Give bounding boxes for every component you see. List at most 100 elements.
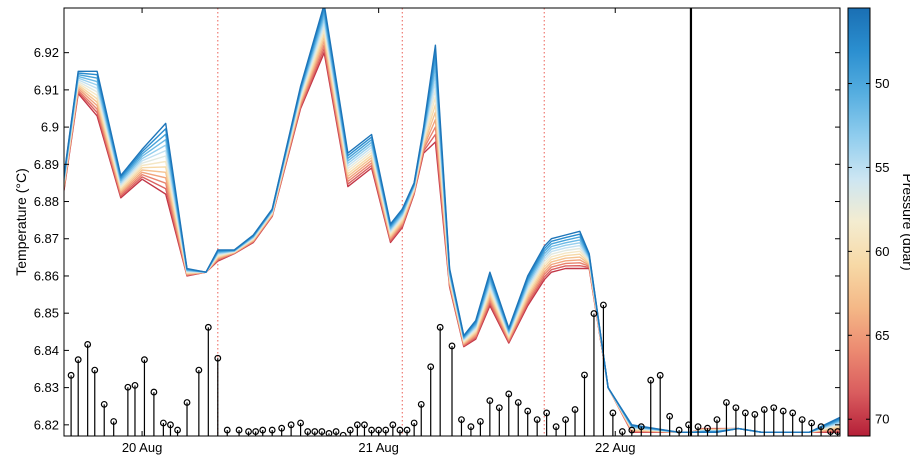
y-tick-label: 6.85 <box>34 306 59 321</box>
colorbar-tick-label: 65 <box>875 328 889 343</box>
stem-marker <box>124 383 132 391</box>
stem-marker <box>514 399 522 406</box>
y-tick-label: 6.9 <box>41 120 59 135</box>
x-tick-label: 22 Aug <box>595 440 636 455</box>
stem-marker <box>704 424 711 432</box>
stem-marker <box>436 323 444 331</box>
stem-marker <box>543 409 551 417</box>
stem-marker <box>268 426 276 434</box>
colorbar-tick-label: 50 <box>875 76 889 91</box>
stem-marker <box>476 418 484 425</box>
stem-marker <box>204 323 212 331</box>
stem-marker <box>183 399 191 406</box>
stem-marker <box>467 423 475 431</box>
stem-marker <box>332 428 340 435</box>
stem-marker <box>311 428 319 435</box>
stem-marker <box>278 424 286 432</box>
stem-marker <box>647 376 655 384</box>
stem-marker <box>245 428 252 435</box>
stem-marker <box>214 354 222 362</box>
colorbar-label: Pressure (dbar) <box>900 173 910 270</box>
colorbar-tick-label: 55 <box>875 160 889 175</box>
stem-marker <box>195 366 203 374</box>
colorbar-tick-label: 70 <box>875 412 889 427</box>
stem-marker <box>318 428 326 435</box>
stem-marker <box>287 421 295 429</box>
stem-marker <box>159 419 167 427</box>
y-tick-label: 6.89 <box>34 157 59 172</box>
stem-marker <box>590 310 598 317</box>
stem-marker <box>789 409 797 417</box>
x-tick-label: 21 Aug <box>358 440 399 455</box>
stem-marker <box>74 356 82 364</box>
stem-marker <box>252 428 260 435</box>
stem-marker <box>751 411 759 418</box>
stem-marker <box>91 366 99 374</box>
stem-marker <box>808 419 816 427</box>
plot-frame <box>63 7 841 437</box>
stem-marker <box>346 426 354 434</box>
y-axis-label: Temperature (°C) <box>13 168 29 276</box>
y-tick-label: 6.83 <box>34 380 59 395</box>
stem-marker <box>410 419 418 427</box>
stem-marker <box>524 407 532 415</box>
x-tick-label: 20 Aug <box>122 440 163 455</box>
stem-marker <box>67 371 75 379</box>
stem-marker <box>798 416 806 424</box>
colorbar-tick-label: 60 <box>875 244 889 259</box>
stem-marker <box>694 423 702 431</box>
stem-marker <box>174 426 181 434</box>
stem-marker <box>817 423 825 431</box>
stem-marker <box>562 416 569 424</box>
stem-marker <box>741 409 749 417</box>
stem-marker <box>656 371 664 379</box>
stem-marker <box>666 412 674 420</box>
y-axis: 6.82 6.83 6.84 6.85 6.86 6.87 6.88 6.89 6.9 6.91 6… <box>34 45 840 432</box>
y-tick-label: 6.84 <box>34 343 59 358</box>
stem-marker <box>141 356 148 364</box>
x-axis: 20 Aug 21 Aug 22 Aug <box>122 8 636 455</box>
stem-marker <box>396 426 404 434</box>
stem-marker <box>131 381 139 389</box>
y-tick-label: 6.87 <box>34 231 59 246</box>
stem-marker <box>427 363 435 371</box>
stem-marker <box>100 400 108 408</box>
stem-marker <box>552 423 560 431</box>
stem-marker <box>779 407 787 415</box>
stem-marker <box>339 431 347 436</box>
stem-marker <box>533 416 541 424</box>
stem-marker <box>685 421 692 429</box>
y-tick-label: 6.92 <box>34 45 59 60</box>
stem-marker <box>110 418 118 425</box>
stem-marker <box>581 371 588 379</box>
stem-marker <box>571 406 579 413</box>
stem-marker <box>223 426 231 434</box>
stem-marker <box>505 390 513 398</box>
stem-marker <box>325 429 333 436</box>
stem-marker <box>600 301 607 309</box>
stem-marker <box>628 426 636 434</box>
colorbar-ticks: 50 55 60 65 70 <box>848 76 889 427</box>
stem-marker <box>297 419 304 427</box>
stem-marker <box>675 426 683 434</box>
stem-marker <box>361 421 368 429</box>
stem-marker <box>827 428 834 435</box>
stem-marker <box>495 404 503 412</box>
stem-marker <box>770 404 778 412</box>
stem-marker <box>259 426 267 434</box>
stem-marker <box>486 397 494 405</box>
stem-marker <box>304 428 312 435</box>
stem-marker <box>389 421 397 429</box>
stem-marker <box>167 421 174 429</box>
stem-marker <box>618 428 626 435</box>
y-tick-label: 6.91 <box>34 82 59 97</box>
stem-marker <box>403 426 411 434</box>
stem-marker <box>723 399 730 406</box>
stem-marker <box>382 426 390 434</box>
y-tick-label: 6.88 <box>34 194 59 209</box>
stem-marker <box>368 426 375 434</box>
stem-series <box>67 301 840 436</box>
stem-marker <box>84 341 92 348</box>
stem-marker <box>760 406 768 413</box>
